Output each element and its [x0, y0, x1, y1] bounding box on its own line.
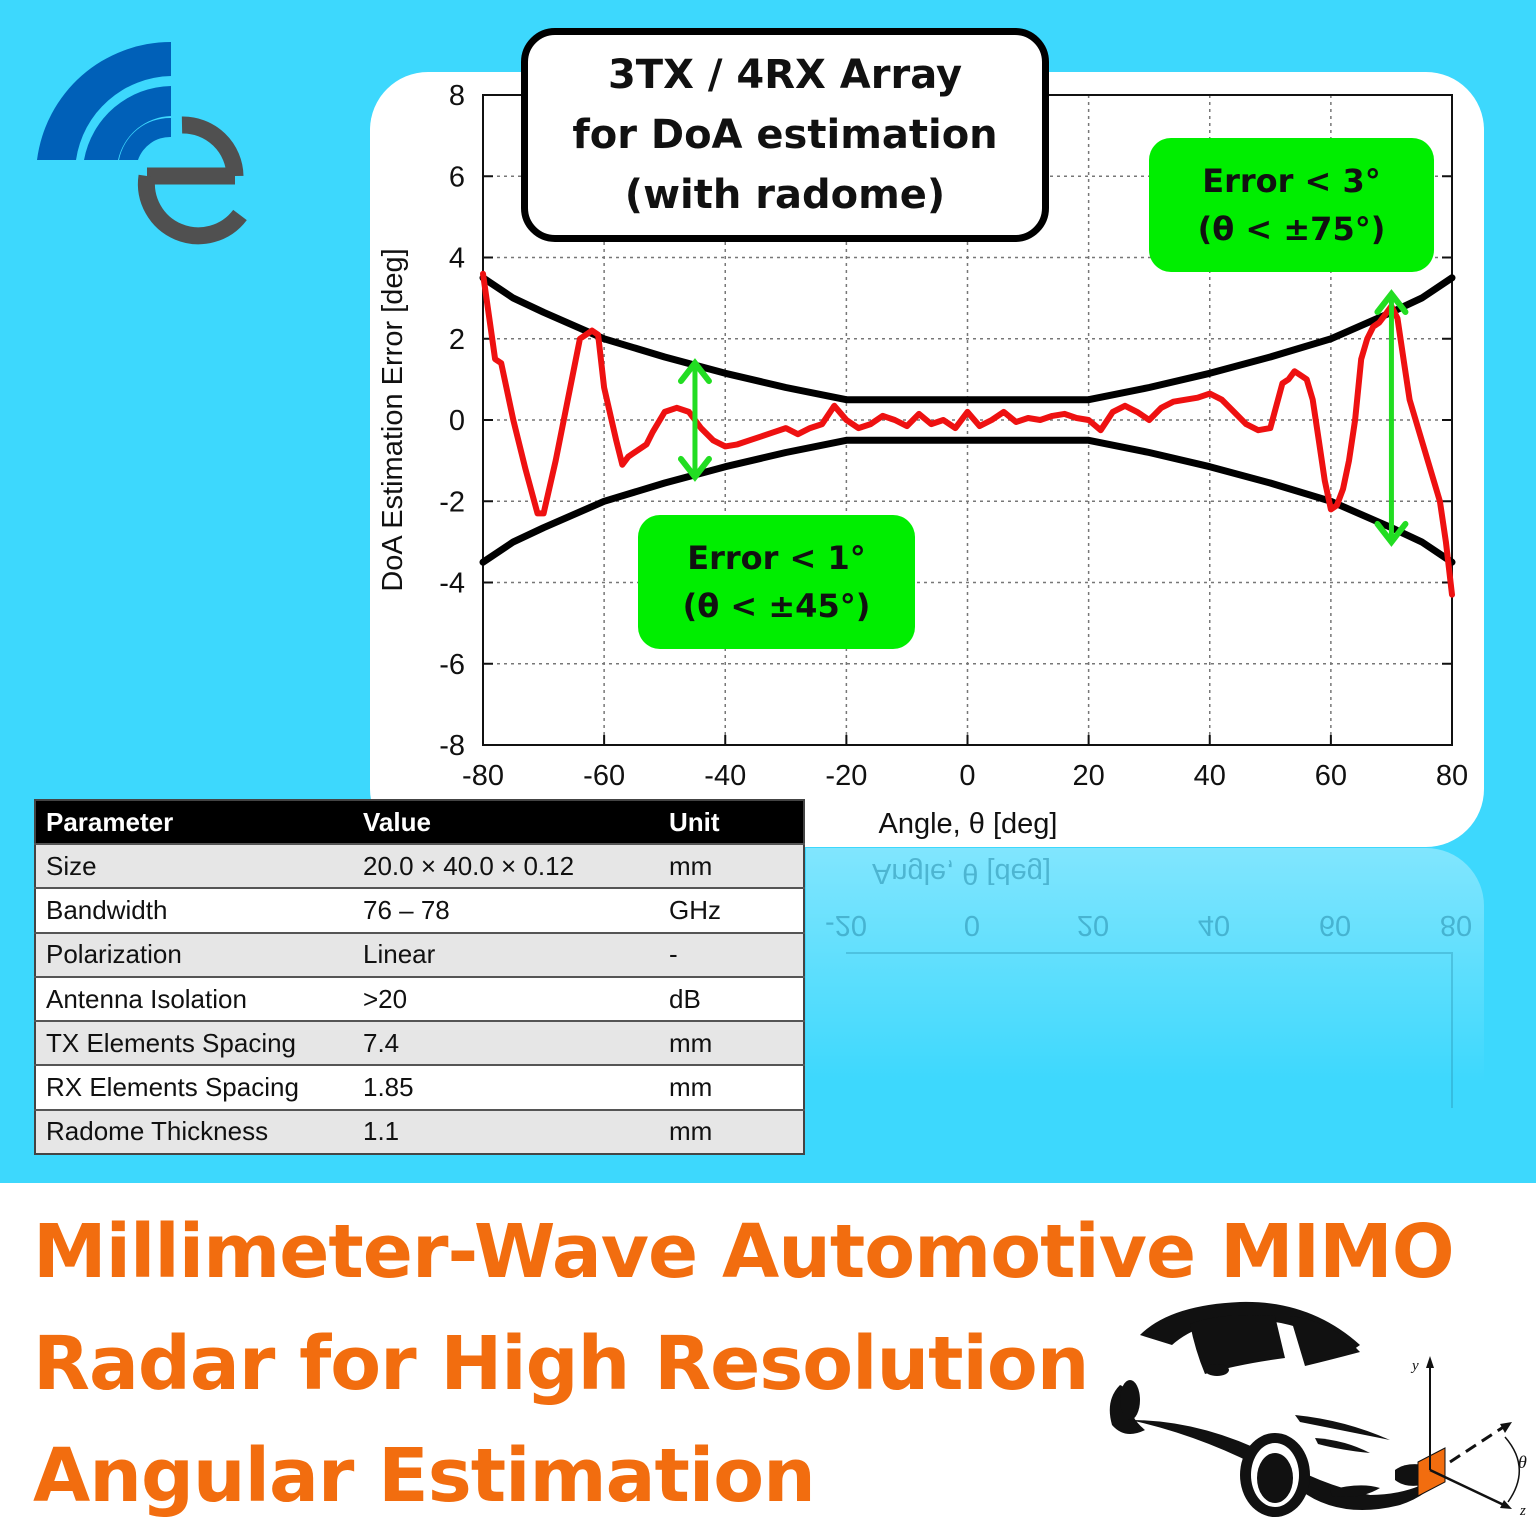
y-tick-label: -2: [439, 486, 465, 518]
cell-parameter: Radome Thickness: [35, 1108, 353, 1155]
table-row: Bandwidth 76 – 78 GHz: [35, 887, 804, 933]
parameter-table: Parameter Value Unit Size 20.0 × 40.0 × …: [34, 799, 805, 1156]
cell-parameter: RX Elements Spacing: [35, 1064, 353, 1110]
headline-line-3: Angular Estimation: [33, 1433, 816, 1519]
axis-label-y: y: [1410, 1358, 1419, 1374]
lower-bound-curve: [479, 436, 1456, 566]
upper-bound-curve: [479, 274, 1456, 404]
cell-unit: dB: [659, 975, 804, 1022]
chart-reflection: Angle, θ [deg] -20 0 20 40 60 80: [806, 848, 1484, 1108]
reflection-xlabel: Angle, θ [deg]: [872, 857, 1051, 889]
x-tick-label: 20: [1072, 760, 1104, 792]
y-tick-label: -8: [439, 730, 465, 762]
y-tick-label: 2: [449, 324, 465, 356]
title-line-1: 3TX / 4RX Array: [607, 52, 963, 98]
reflection-tick: 80: [1439, 909, 1473, 941]
car-radar-icon: y z θ: [1109, 1301, 1527, 1519]
x-tick-label: -20: [825, 760, 867, 792]
cell-parameter: Bandwidth: [35, 887, 353, 933]
cell-value: 1.1: [353, 1108, 659, 1155]
header-parameter: Parameter: [35, 800, 353, 844]
cell-unit: mm: [659, 842, 804, 889]
title-line-2: for DoA estimation: [572, 112, 998, 158]
y-tick-label: -4: [439, 568, 465, 600]
title-line-3: (with radome): [624, 172, 946, 218]
reflection-frame: [846, 952, 1453, 1108]
table-row: Polarization Linear -: [35, 931, 804, 977]
reflection-tick: 0: [963, 909, 981, 941]
cell-value: >20: [353, 975, 659, 1022]
y-tick-label: 8: [449, 80, 465, 112]
table-header-row: Parameter Value Unit: [35, 800, 804, 844]
reflection-tick: -20: [825, 909, 867, 941]
y-tick-label: 0: [449, 405, 465, 437]
axis-label-z: z: [1519, 1503, 1526, 1519]
chart-title-box: 3TX / 4RX Array for DoA estimation (with…: [521, 28, 1049, 242]
table-row: TX Elements Spacing 7.4 mm: [35, 1020, 804, 1066]
cell-unit: mm: [659, 1064, 804, 1110]
cell-unit: mm: [659, 1108, 804, 1155]
x-tick-label: 0: [959, 760, 975, 792]
y-tick-label: 4: [449, 243, 465, 275]
error-curve: [480, 270, 1455, 598]
x-axis-label: Angle, θ [deg]: [879, 808, 1058, 840]
x-tick-label: -80: [462, 760, 504, 792]
headline-line-2: Radar for High Resolution: [33, 1321, 1089, 1407]
arrow-head-up-icon: [1374, 289, 1409, 315]
x-tick-label: -60: [583, 760, 625, 792]
callout-error-1deg: Error < 1° (θ < ±45°): [638, 515, 915, 649]
table-row: Radome Thickness 1.1 mm: [35, 1108, 804, 1155]
table-row: Size 20.0 × 40.0 × 0.12 mm: [35, 842, 804, 889]
table-row: RX Elements Spacing 1.85 mm: [35, 1064, 804, 1110]
axis-label-theta: θ: [1518, 1452, 1527, 1472]
arrow-head-down-icon: [677, 455, 712, 482]
cell-parameter: TX Elements Spacing: [35, 1020, 353, 1066]
cell-value: 76 – 78: [353, 887, 659, 933]
reflection-tick: 40: [1197, 909, 1231, 941]
signal-e-logo-icon: [37, 41, 247, 245]
reflection-ticks: -20 0 20 40 60 80: [806, 908, 1484, 948]
cell-unit: mm: [659, 1020, 804, 1066]
cell-value: Linear: [353, 931, 659, 977]
x-tick-label: 40: [1194, 760, 1226, 792]
cell-unit: GHz: [659, 887, 804, 933]
callout-error-3deg: Error < 3° (θ < ±75°): [1149, 138, 1434, 272]
cell-unit: -: [659, 931, 804, 977]
callout-right-line-2: (θ < ±75°): [1197, 210, 1386, 248]
callout-left-line-1: Error < 1°: [687, 539, 866, 577]
cell-parameter: Antenna Isolation: [35, 975, 353, 1022]
x-tick-label: 60: [1315, 760, 1347, 792]
headline-line-1: Millimeter-Wave Automotive MIMO: [33, 1209, 1455, 1295]
table-row: Antenna Isolation >20 dB: [35, 975, 804, 1022]
headline: Millimeter-Wave Automotive MIMO Radar fo…: [33, 1196, 1483, 1532]
y-tick-label: 6: [449, 161, 465, 193]
x-tick-label: 80: [1436, 760, 1468, 792]
header-unit: Unit: [659, 800, 804, 844]
arrow-head-down-icon: [1374, 520, 1409, 547]
y-axis-label: DoA Estimation Error [deg]: [377, 248, 409, 591]
x-tick-label: -40: [704, 760, 746, 792]
y-tick-label: -6: [439, 649, 465, 681]
cell-value: 1.85: [353, 1064, 659, 1110]
cell-value: 7.4: [353, 1020, 659, 1066]
callout-right-line-1: Error < 3°: [1202, 162, 1381, 200]
header-value: Value: [353, 800, 659, 844]
reflection-tick: 20: [1076, 909, 1110, 941]
reflection-tick: 60: [1318, 909, 1352, 941]
cell-parameter: Polarization: [35, 931, 353, 977]
callout-left-line-2: (θ < ±45°): [682, 587, 871, 625]
cell-parameter: Size: [35, 842, 353, 889]
cell-value: 20.0 × 40.0 × 0.12: [353, 842, 659, 889]
arrow-head-up-icon: [677, 358, 712, 385]
